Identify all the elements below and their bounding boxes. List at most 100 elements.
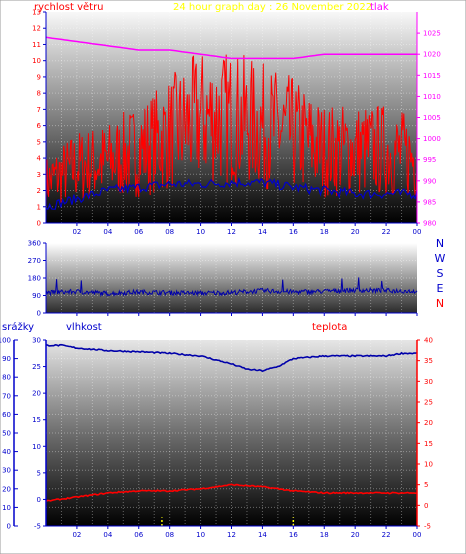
humidity-temperature-series bbox=[45, 343, 418, 526]
pressure-y-tick-label: 1000 bbox=[423, 135, 441, 143]
precip-y-tick-label: 80 bbox=[2, 374, 11, 382]
temperature-y-tick-label: 0 bbox=[424, 502, 428, 510]
direction-y-tick-label: 270 bbox=[28, 257, 41, 265]
lower-x-tick-label: 06 bbox=[134, 531, 143, 539]
pressure-y-tick-label: 1005 bbox=[423, 114, 441, 122]
lower-x-tick-label: 20 bbox=[351, 531, 360, 539]
wind-y-tick-label: 7 bbox=[37, 106, 41, 114]
wind-y-tick-label: 2 bbox=[37, 187, 41, 195]
precip-y-tick-label: 50 bbox=[2, 430, 11, 438]
wind-direction-grid bbox=[46, 243, 417, 313]
wind-direction-line bbox=[45, 277, 418, 298]
pressure-y-tick-label: 1015 bbox=[423, 72, 441, 80]
compass-label: E bbox=[437, 282, 444, 295]
wind-pressure-x-tick-label: 06 bbox=[134, 228, 143, 236]
humidity-line bbox=[45, 343, 418, 373]
temperature-line bbox=[45, 483, 417, 503]
lower-x-tick-label: 18 bbox=[320, 531, 329, 539]
wind-y-tick-label: 10 bbox=[32, 57, 41, 65]
wind-y-tick-label: 13 bbox=[32, 9, 41, 17]
wind-y-tick-label: 9 bbox=[37, 73, 41, 81]
precip-y-tick-label: 20 bbox=[2, 485, 11, 493]
humidity-y-tick-label: 25 bbox=[32, 363, 41, 371]
wind-pressure-x-tick-label: 18 bbox=[320, 228, 329, 236]
wind-pressure-x-tick-label: 02 bbox=[72, 228, 81, 236]
wind-pressure-x-tick-label: 10 bbox=[196, 228, 205, 236]
wind-pressure-x-tick-label: 14 bbox=[258, 228, 267, 236]
compass-label: W bbox=[435, 252, 446, 265]
direction-y-tick-label: 180 bbox=[28, 275, 41, 283]
precip-label: srážky bbox=[2, 321, 34, 333]
wind-pressure-x-tick-label: 20 bbox=[351, 228, 360, 236]
lower-x-tick-label: 14 bbox=[258, 531, 267, 539]
humidity-temperature-axes: 0 10 20 30 40 50 60 70 80 90 100 -5 0 5 10 15 20 25 30 -5 0 5… bbox=[0, 337, 433, 540]
lower-x-tick-label: 12 bbox=[227, 531, 236, 539]
graph-title: 24 hour graph day : 26 November 2022 bbox=[173, 2, 372, 13]
humidity-temperature-plot bbox=[46, 340, 417, 526]
wind-pressure-x-tick-label: 16 bbox=[289, 228, 298, 236]
precip-y-tick-label: 0 bbox=[7, 523, 11, 531]
pressure-line bbox=[45, 36, 417, 60]
precip-y-tick-label: 90 bbox=[2, 355, 11, 363]
temperature-y-tick-label: 30 bbox=[424, 378, 433, 386]
direction-y-tick-label: 90 bbox=[32, 292, 41, 300]
temperature-y-tick-label: 25 bbox=[424, 399, 433, 407]
compass-label: N bbox=[436, 297, 444, 310]
wind-y-tick-label: 8 bbox=[37, 90, 41, 98]
wind-direction-plot bbox=[46, 243, 417, 313]
wind-y-tick-label: 12 bbox=[32, 25, 41, 33]
lower-x-tick-label: 00 bbox=[413, 531, 422, 539]
temperature-y-tick-label: -5 bbox=[424, 523, 431, 531]
humidity-y-tick-label: 20 bbox=[32, 390, 41, 398]
humidity-temperature-grid bbox=[46, 340, 417, 526]
humidity-y-tick-label: 5 bbox=[37, 469, 41, 477]
pressure-y-tick-label: 1025 bbox=[423, 30, 441, 38]
pressure-y-tick-label: 1020 bbox=[423, 51, 441, 59]
precip-y-tick-label: 70 bbox=[2, 392, 11, 400]
humidity-y-tick-label: 30 bbox=[32, 337, 41, 345]
compass-label: S bbox=[437, 267, 444, 280]
precip-y-tick-label: 100 bbox=[0, 337, 11, 345]
wind-speed-label: rychlost větru bbox=[34, 1, 104, 13]
pressure-y-tick-label: 995 bbox=[423, 156, 436, 164]
precip-y-tick-label: 40 bbox=[2, 448, 11, 456]
lower-x-tick-label: 22 bbox=[382, 531, 391, 539]
compass-label: N bbox=[436, 237, 444, 250]
temperature-y-tick-label: 35 bbox=[424, 357, 433, 365]
temperature-y-tick-label: 5 bbox=[424, 481, 428, 489]
pressure-y-tick-label: 1010 bbox=[423, 93, 441, 101]
wind-y-tick-label: 11 bbox=[32, 41, 41, 49]
wind-y-tick-label: 6 bbox=[37, 122, 42, 130]
wind-y-tick-label: 3 bbox=[37, 171, 41, 179]
direction-y-tick-label: 360 bbox=[28, 240, 41, 248]
lower-x-tick-label: 02 bbox=[72, 531, 81, 539]
temperature-label: teplota bbox=[312, 322, 347, 333]
humidity-y-tick-label: 0 bbox=[37, 496, 41, 504]
humidity-y-tick-label: 10 bbox=[32, 443, 41, 451]
wind-y-tick-label: 1 bbox=[37, 203, 41, 211]
humidity-y-tick-label: 15 bbox=[32, 416, 41, 424]
temperature-y-tick-label: 15 bbox=[424, 440, 433, 448]
lower-x-tick-label: 04 bbox=[103, 531, 112, 539]
temperature-y-tick-label: 10 bbox=[424, 461, 433, 469]
wind-pressure-x-tick-label: 22 bbox=[382, 228, 391, 236]
temperature-y-tick-label: 20 bbox=[424, 419, 433, 427]
wind-y-tick-label: 0 bbox=[37, 220, 41, 228]
wind-pressure-series bbox=[45, 36, 418, 211]
pressure-y-tick-label: 980 bbox=[423, 220, 436, 228]
direction-y-tick-label: 0 bbox=[37, 310, 41, 318]
pressure-label: tlak bbox=[370, 2, 389, 13]
wind-pressure-axes: 0123456789101112139809859909951000100510… bbox=[32, 9, 441, 237]
pressure-y-tick-label: 985 bbox=[423, 198, 436, 206]
wind-pressure-x-tick-label: 00 bbox=[413, 228, 422, 236]
lower-x-tick-label: 10 bbox=[196, 531, 205, 539]
precip-y-tick-label: 10 bbox=[2, 504, 11, 512]
temperature-y-tick-label: 40 bbox=[424, 337, 433, 345]
wind-y-tick-label: 5 bbox=[37, 138, 41, 146]
precip-y-tick-label: 60 bbox=[2, 411, 11, 419]
wind-y-tick-label: 4 bbox=[37, 155, 42, 163]
wind-pressure-x-tick-label: 04 bbox=[103, 228, 112, 236]
